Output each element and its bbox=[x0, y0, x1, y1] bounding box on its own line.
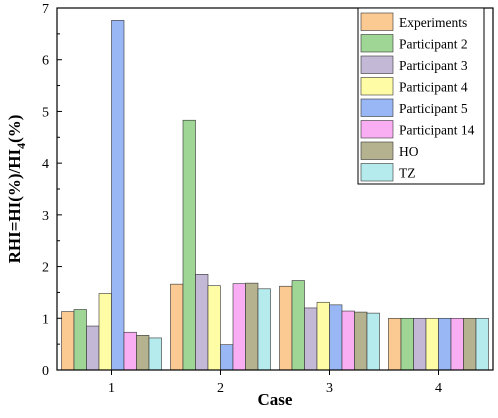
legend-label: TZ bbox=[399, 165, 416, 180]
bar-case-4-participant-4 bbox=[425, 317, 439, 371]
y-axis-title: RHI=HI(%)/HI4(%) bbox=[5, 115, 28, 264]
y-tick-label: 4 bbox=[42, 157, 49, 172]
legend-swatch bbox=[360, 120, 394, 139]
bar-case-4-experiments bbox=[388, 317, 402, 371]
legend-swatch bbox=[360, 55, 394, 74]
bar-case-3-tz bbox=[366, 312, 380, 371]
bar-case-2-participant-2 bbox=[182, 119, 196, 371]
x-tick-label: 2 bbox=[217, 381, 224, 396]
legend-swatch bbox=[360, 77, 394, 96]
bar-case-2-ho bbox=[245, 282, 259, 371]
x-tick-label: 4 bbox=[435, 381, 442, 396]
bar-case-2-experiments bbox=[170, 283, 184, 371]
bar-case-2-tz bbox=[257, 288, 271, 371]
bars-layer bbox=[61, 20, 489, 371]
bar-case-1-participant-3 bbox=[86, 325, 100, 371]
bar-case-4-participant-2 bbox=[400, 317, 414, 371]
legend-label: Participant 5 bbox=[399, 101, 468, 116]
y-axis-title-main: RHI=HI(%)/HI bbox=[5, 149, 24, 264]
bar-case-1-tz bbox=[148, 337, 162, 371]
y-axis-title-subscript: 4 bbox=[14, 143, 28, 149]
bar-case-2-participant-5 bbox=[220, 344, 234, 371]
y-tick-label: 2 bbox=[42, 261, 49, 276]
bar-case-1-participant-2 bbox=[73, 309, 87, 371]
legend-swatch bbox=[360, 163, 394, 182]
legend-label: Participant 4 bbox=[399, 79, 468, 94]
legend-label: Participant 2 bbox=[399, 36, 468, 51]
y-tick-label: 5 bbox=[42, 105, 49, 120]
bar-case-4-participant-3 bbox=[413, 317, 427, 371]
bar-case-4-tz bbox=[475, 317, 489, 371]
x-axis-title: Case bbox=[258, 390, 293, 409]
legend-swatch bbox=[360, 12, 394, 31]
legend-swatch bbox=[360, 34, 394, 53]
y-tick-label: 0 bbox=[42, 364, 49, 379]
bar-case-1-participant-5 bbox=[111, 20, 125, 371]
bar-case-2-participant-3 bbox=[195, 274, 209, 371]
bar-case-1-participant-4 bbox=[98, 293, 112, 371]
legend-label: Experiments bbox=[399, 15, 467, 30]
bar-case-3-participant-3 bbox=[304, 307, 318, 371]
bar-case-3-participant-4 bbox=[316, 301, 330, 371]
bar-case-3-participant-2 bbox=[291, 280, 305, 371]
bar-case-4-ho bbox=[463, 317, 477, 371]
bar-case-3-ho bbox=[354, 311, 368, 371]
bar-case-1-participant-14 bbox=[123, 331, 137, 371]
bar-case-2-participant-14 bbox=[232, 283, 246, 371]
bar-case-3-participant-5 bbox=[329, 304, 343, 371]
bar-case-1-experiments bbox=[61, 311, 75, 371]
y-tick-label: 7 bbox=[42, 2, 49, 17]
y-axis: 0 1 2 3 4 5 6 7 bbox=[42, 2, 62, 379]
bar-case-4-participant-14 bbox=[450, 317, 464, 371]
legend-label: Participant 14 bbox=[399, 122, 475, 137]
legend-swatch bbox=[360, 98, 394, 117]
bar-case-4-participant-5 bbox=[438, 317, 452, 371]
bar-case-3-experiments bbox=[279, 285, 293, 371]
y-tick-label: 1 bbox=[42, 312, 49, 327]
legend-label: HO bbox=[399, 144, 419, 159]
y-tick-label: 6 bbox=[42, 54, 49, 69]
legend-label: Participant 3 bbox=[399, 58, 468, 73]
legend-swatch bbox=[360, 141, 394, 160]
bar-case-3-participant-14 bbox=[341, 310, 355, 371]
y-axis-title-tail: (%) bbox=[5, 115, 24, 143]
bar-case-1-ho bbox=[136, 335, 150, 371]
x-tick-label: 3 bbox=[326, 381, 333, 396]
legend: Experiments Participant 2 Participant 3 Par… bbox=[357, 7, 485, 185]
x-tick-label: 1 bbox=[108, 381, 115, 396]
y-tick-label: 3 bbox=[42, 209, 49, 224]
x-axis: 1 2 3 4 bbox=[108, 370, 442, 396]
bar-case-2-participant-4 bbox=[207, 285, 221, 371]
